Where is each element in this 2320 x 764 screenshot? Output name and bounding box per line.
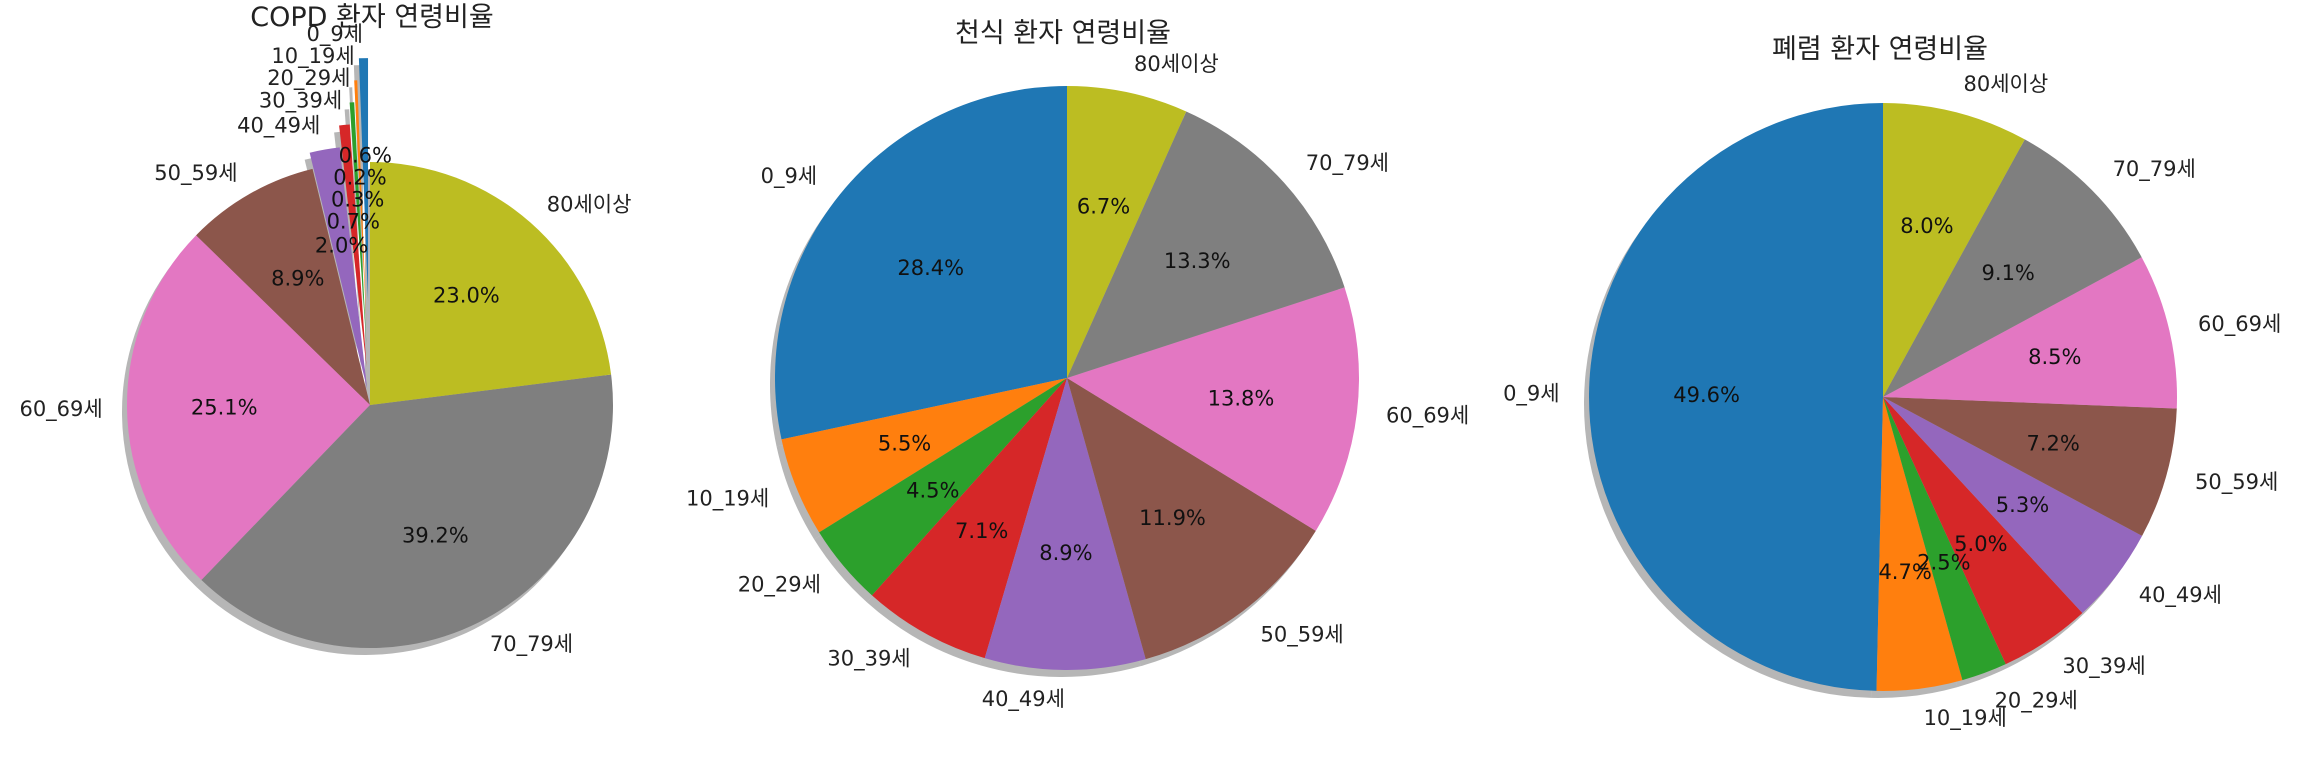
pct-label: 11.9% [1139, 506, 1206, 530]
pie-slice-60-69 [127, 235, 371, 581]
category-label: 80세이상 [1134, 52, 1219, 76]
category-label: 40_49세 [237, 114, 320, 139]
category-label: 30_39세 [2062, 654, 2145, 679]
pie-slice-30-39 [339, 124, 367, 367]
pct-label: 0.6% [339, 143, 392, 167]
pct-label: 25.1% [191, 395, 258, 419]
pct-label: 0.2% [333, 165, 386, 189]
pct-label: 13.3% [1164, 249, 1231, 273]
pct-label: 7.2% [2027, 431, 2080, 455]
pie-slice-80 [1883, 103, 2025, 397]
pie-slice-50-59 [1067, 378, 1316, 660]
pct-label: 9.1% [1982, 261, 2035, 285]
pie-slice-10-19 [781, 378, 1067, 533]
category-label: 0_9세 [761, 164, 818, 189]
pie-slice-70-79 [1067, 111, 1345, 378]
pct-label: 4.7% [1878, 560, 1931, 584]
pie-slice-60-69 [1883, 257, 2177, 409]
pct-label: 0.3% [331, 187, 384, 211]
pct-label: 8.9% [271, 266, 324, 290]
pie-slice-70-79 [1883, 139, 2142, 397]
category-label: 70_79세 [1306, 151, 1389, 176]
pct-label: 4.5% [906, 479, 959, 503]
pct-label: 8.5% [2028, 345, 2081, 369]
pie-slice-0-9 [1588, 102, 1883, 691]
pct-label: 2.0% [315, 233, 368, 257]
pct-label: 5.0% [1954, 532, 2007, 556]
pct-label: 8.9% [1039, 541, 1092, 565]
pie-slice-30-39 [1883, 397, 2083, 665]
copd-chart-title: COPD 환자 연령비율 [250, 2, 493, 33]
category-label: 50_59세 [1260, 622, 1343, 647]
pie-slice-0-9 [774, 86, 1067, 440]
category-label: 10_19세 [686, 486, 769, 511]
pie-slice-20-29 [349, 102, 367, 345]
pie-slice-40-49 [309, 147, 368, 389]
pct-label: 13.8% [1208, 387, 1275, 411]
pct-label: 7.1% [955, 519, 1008, 543]
category-label: 20_29세 [1995, 689, 2078, 714]
pie-slice-50-59 [196, 168, 370, 405]
pct-label: 39.2% [402, 523, 469, 547]
category-label: 10_19세 [1924, 706, 2007, 731]
pct-label: 2.5% [1917, 551, 1970, 575]
pct-label: 23.0% [433, 284, 500, 308]
category-label: 40_49세 [982, 687, 1065, 712]
pct-label: 5.5% [878, 432, 931, 456]
category-label: 60_69세 [19, 397, 102, 422]
pie-slice-40-49 [984, 378, 1146, 670]
pct-label: 0.7% [327, 210, 380, 234]
category-label: 10_19세 [271, 44, 354, 69]
pie-slice-80 [1067, 86, 1187, 378]
asthma-pie-chart: 천식 환자 연령비율 28.4% 0_9세 5.5% 10_19세 4.5% 20_29세… [686, 18, 1469, 712]
category-label: 30_39세 [827, 647, 910, 672]
category-label: 20_29세 [267, 66, 350, 91]
pie-slice-50-59 [1883, 397, 2177, 536]
category-label: 0_9세 [306, 22, 363, 47]
pie-slice-20-29 [819, 378, 1067, 596]
pie-slice-60-69 [1067, 287, 1360, 531]
category-label: 20_29세 [738, 573, 821, 598]
pct-label: 8.0% [1900, 214, 1953, 238]
pct-label: 5.3% [1996, 493, 2049, 517]
category-label: 50_59세 [2195, 470, 2278, 495]
copd-pie-chart: COPD 환자 연령비율 0.6% 0_9세 0.2% 10_19세 0.3% 20_29… [19, 2, 631, 657]
pie-slice-70-79 [201, 374, 613, 648]
pie-slice-30-39 [872, 378, 1067, 659]
category-label: 50_59세 [154, 161, 237, 186]
category-label: 0_9세 [1503, 381, 1560, 406]
pie-slice-10-19 [1876, 397, 1963, 691]
category-label: 80세이상 [1964, 72, 2049, 96]
category-label: 60_69세 [2198, 312, 2281, 337]
category-label: 70_79세 [2113, 157, 2196, 182]
pneumonia-pie-chart: 폐렴 환자 연령비율 49.6% 0_9세 4.7% 10_19세 2.5% 20_29세… [1503, 34, 2281, 731]
pie-slice-0-9 [358, 58, 369, 302]
pct-label: 28.4% [897, 256, 964, 280]
category-label: 70_79세 [490, 632, 573, 657]
pie-slice-40-49 [1883, 397, 2143, 614]
pct-label: 6.7% [1077, 195, 1130, 219]
pie-slice-10-19 [354, 80, 367, 324]
category-label: 80세이상 [547, 192, 632, 216]
pie-slice-20-29 [1883, 397, 2006, 681]
category-label: 40_49세 [2139, 583, 2222, 608]
pct-label: 49.6% [1673, 383, 1740, 407]
pie-slice-80 [370, 162, 612, 405]
asthma-chart-title: 천식 환자 연령비율 [955, 18, 1171, 49]
category-label: 30_39세 [259, 89, 342, 114]
category-label: 60_69세 [1386, 404, 1469, 429]
pneumonia-chart-title: 폐렴 환자 연령비율 [1772, 34, 1988, 65]
